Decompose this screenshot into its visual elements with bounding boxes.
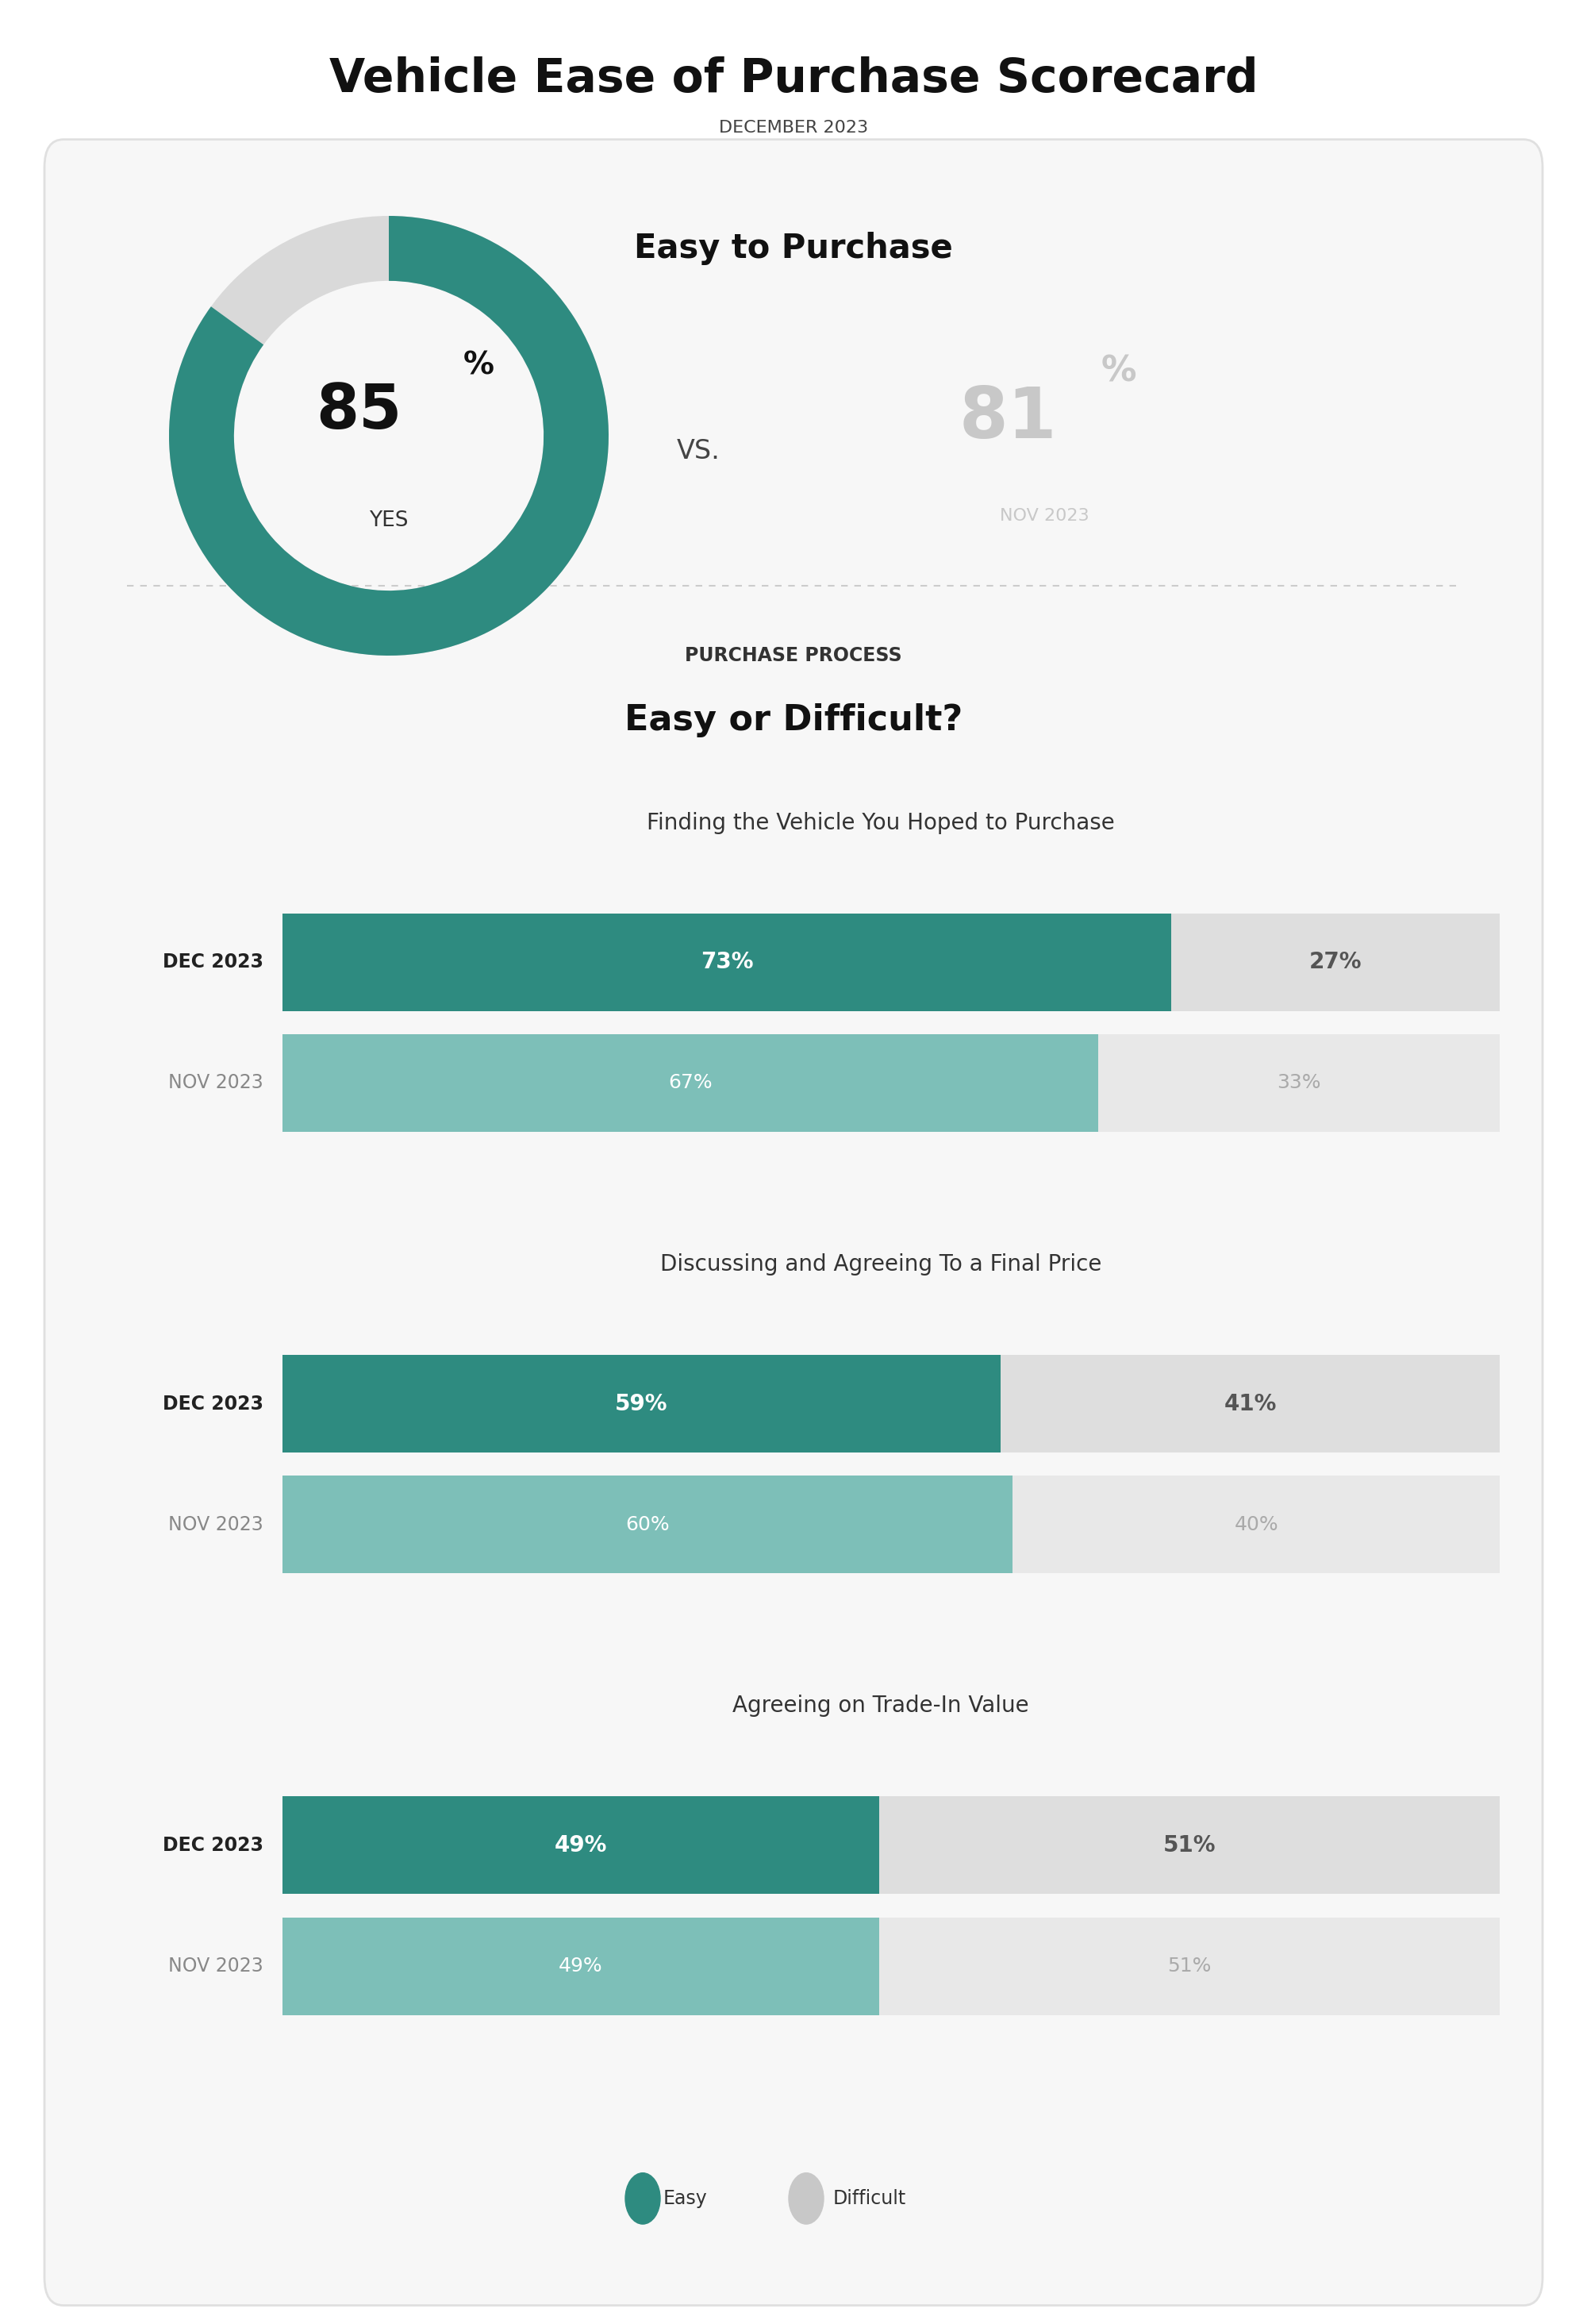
Wedge shape (170, 216, 608, 655)
FancyBboxPatch shape (879, 1796, 1500, 1894)
Circle shape (789, 2173, 824, 2224)
Text: YES: YES (370, 511, 408, 530)
Text: 73%: 73% (700, 951, 754, 974)
Text: Vehicle Ease of Purchase Scorecard: Vehicle Ease of Purchase Scorecard (329, 56, 1258, 102)
Text: %: % (1101, 356, 1136, 388)
FancyBboxPatch shape (282, 1476, 1013, 1573)
FancyBboxPatch shape (282, 1796, 879, 1894)
Text: 51%: 51% (1168, 1957, 1211, 1975)
Text: PURCHASE PROCESS: PURCHASE PROCESS (686, 646, 901, 665)
Text: 40%: 40% (1235, 1515, 1279, 1534)
FancyBboxPatch shape (282, 913, 1171, 1011)
Text: 41%: 41% (1224, 1392, 1276, 1415)
Text: Agreeing on Trade-In Value: Agreeing on Trade-In Value (733, 1694, 1028, 1717)
Text: NOV 2023: NOV 2023 (168, 1515, 263, 1534)
Text: 85: 85 (316, 381, 402, 442)
Text: DEC 2023: DEC 2023 (162, 1394, 263, 1413)
FancyBboxPatch shape (282, 1034, 1098, 1132)
Text: Easy or Difficult?: Easy or Difficult? (624, 704, 963, 737)
FancyBboxPatch shape (282, 1917, 879, 2015)
Text: Easy: Easy (663, 2189, 708, 2208)
FancyBboxPatch shape (44, 139, 1543, 2305)
FancyBboxPatch shape (879, 1917, 1500, 2015)
Text: Finding the Vehicle You Hoped to Purchase: Finding the Vehicle You Hoped to Purchas… (647, 811, 1114, 834)
Text: 81: 81 (959, 383, 1057, 453)
Text: 60%: 60% (625, 1515, 670, 1534)
FancyBboxPatch shape (1098, 1034, 1500, 1132)
Circle shape (625, 2173, 660, 2224)
Text: DEC 2023: DEC 2023 (162, 1836, 263, 1855)
Text: 33%: 33% (1278, 1074, 1320, 1092)
FancyBboxPatch shape (1171, 913, 1500, 1011)
Text: 27%: 27% (1309, 951, 1362, 974)
Text: 49%: 49% (559, 1957, 603, 1975)
Wedge shape (170, 216, 608, 655)
Text: 59%: 59% (616, 1392, 668, 1415)
Text: DECEMBER 2023: DECEMBER 2023 (719, 121, 868, 135)
FancyBboxPatch shape (282, 1355, 1001, 1452)
Text: NOV 2023: NOV 2023 (168, 1957, 263, 1975)
FancyBboxPatch shape (1013, 1476, 1500, 1573)
Text: %: % (463, 351, 494, 381)
Text: Discussing and Agreeing To a Final Price: Discussing and Agreeing To a Final Price (660, 1253, 1101, 1276)
Text: 67%: 67% (668, 1074, 713, 1092)
Text: NOV 2023: NOV 2023 (168, 1074, 263, 1092)
Text: 49%: 49% (554, 1834, 608, 1857)
Text: NOV 2023: NOV 2023 (1000, 509, 1089, 523)
Text: Difficult: Difficult (833, 2189, 906, 2208)
Text: VS.: VS. (676, 437, 720, 465)
Text: DEC 2023: DEC 2023 (162, 953, 263, 971)
Text: Easy to Purchase: Easy to Purchase (635, 232, 952, 265)
Text: 51%: 51% (1163, 1834, 1216, 1857)
FancyBboxPatch shape (1001, 1355, 1500, 1452)
